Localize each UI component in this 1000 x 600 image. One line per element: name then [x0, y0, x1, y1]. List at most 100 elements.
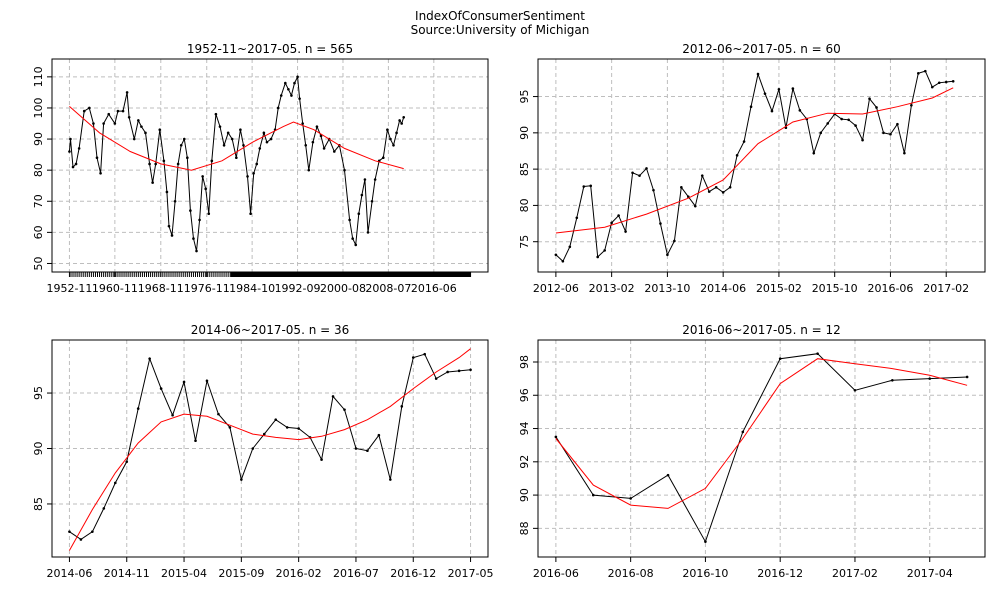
data-point [218, 125, 222, 128]
data-point [847, 118, 850, 122]
data-point [246, 175, 249, 178]
x-tick-label: 2013-10 [644, 282, 690, 295]
panel-1: 1952-11~2017-05. n = 565 50 60 70 80 90 100 110… [32, 42, 489, 295]
x-tick-label: 2008-07 [365, 282, 411, 295]
data-point [68, 530, 71, 533]
data-point [132, 137, 136, 141]
data-point [148, 162, 151, 166]
figure-title-block: IndexOfConsumerSentiment Source:Universi… [0, 9, 1000, 37]
data-point [95, 156, 99, 160]
data-point [666, 253, 669, 257]
plot-frame [537, 58, 986, 273]
data-point [965, 375, 969, 379]
data-point [366, 449, 369, 453]
data-point [315, 125, 319, 128]
data-point [176, 162, 180, 166]
y-tick-label: 100 [32, 97, 45, 118]
data-point [158, 128, 162, 132]
data-point [239, 128, 242, 132]
data-point [398, 119, 401, 122]
data-point [853, 388, 857, 392]
data-point [861, 138, 864, 142]
data-point [125, 91, 129, 94]
x-tick-label: 2016-12 [757, 567, 803, 580]
data-point [235, 156, 238, 160]
data-point [693, 204, 697, 208]
y-tick-label: 95 [518, 90, 531, 104]
data-point [840, 117, 843, 121]
data-point [252, 171, 255, 175]
data-point [179, 143, 183, 147]
x-tick-label: 2017-05 [448, 567, 494, 580]
data-point [74, 162, 78, 166]
data-point [402, 115, 406, 119]
data-point [171, 413, 174, 417]
panel-title: 1952-11~2017-05. n = 565 [187, 42, 353, 56]
smooth-series-line [69, 106, 404, 171]
data-point [194, 439, 197, 443]
data-point [903, 151, 906, 155]
y-tick-label: 90 [32, 442, 45, 456]
data-point [331, 395, 335, 398]
y-tick-label: 80 [32, 163, 45, 177]
data-point [891, 378, 894, 382]
data-point [205, 379, 209, 383]
data-point [395, 131, 398, 135]
data-point [228, 426, 232, 429]
data-point [373, 178, 377, 181]
smooth-series-line [555, 87, 954, 234]
data-point [741, 430, 745, 434]
data-point [298, 97, 301, 100]
data-point [186, 156, 189, 160]
data-point [319, 134, 323, 138]
data-point [285, 426, 289, 429]
y-tick-label: 94 [518, 422, 531, 436]
y-tick-label: 75 [518, 235, 531, 249]
y-tick-label: 96 [518, 388, 531, 402]
data-point [287, 87, 290, 91]
data-point [704, 540, 707, 543]
x-tick-label: 2016-06 [867, 282, 913, 295]
data-point [386, 128, 389, 132]
data-point [721, 191, 725, 194]
data-point [923, 69, 927, 73]
data-point [351, 237, 354, 240]
data-point [113, 481, 117, 485]
data-point [645, 167, 648, 170]
data-point [198, 218, 201, 222]
panel-title: 2016-06~2017-05. n = 12 [682, 323, 841, 337]
data-point [582, 185, 586, 188]
data-point [165, 190, 169, 194]
raw-series-line [68, 75, 405, 252]
y-tick-label: 88 [518, 521, 531, 535]
y-tick-label: 85 [518, 162, 531, 176]
data-point [293, 81, 296, 85]
data-point [69, 137, 72, 141]
x-tick-label: 2016-02 [276, 567, 322, 580]
data-point [279, 94, 283, 97]
raw-series-line [555, 70, 954, 263]
data-point [951, 80, 955, 83]
data-point [624, 230, 627, 233]
data-point [125, 460, 129, 464]
data-point [868, 97, 871, 101]
x-tick-label: 2014-11 [104, 567, 150, 580]
data-point [354, 243, 358, 247]
data-point [290, 94, 293, 97]
data-point [389, 137, 392, 141]
data-point [666, 473, 670, 477]
data-point [819, 131, 823, 135]
data-point [251, 447, 255, 450]
x-tick-label: 2015-02 [756, 282, 802, 295]
smooth-series-line [555, 358, 968, 509]
data-point [561, 260, 565, 263]
y-tick-label: 70 [32, 194, 45, 208]
data-point [240, 478, 243, 481]
data-point [568, 245, 572, 249]
data-point [791, 87, 795, 90]
data-point [381, 156, 385, 160]
data-point [204, 187, 207, 191]
data-point [92, 122, 95, 125]
data-point [735, 154, 739, 157]
data-point [357, 212, 361, 216]
